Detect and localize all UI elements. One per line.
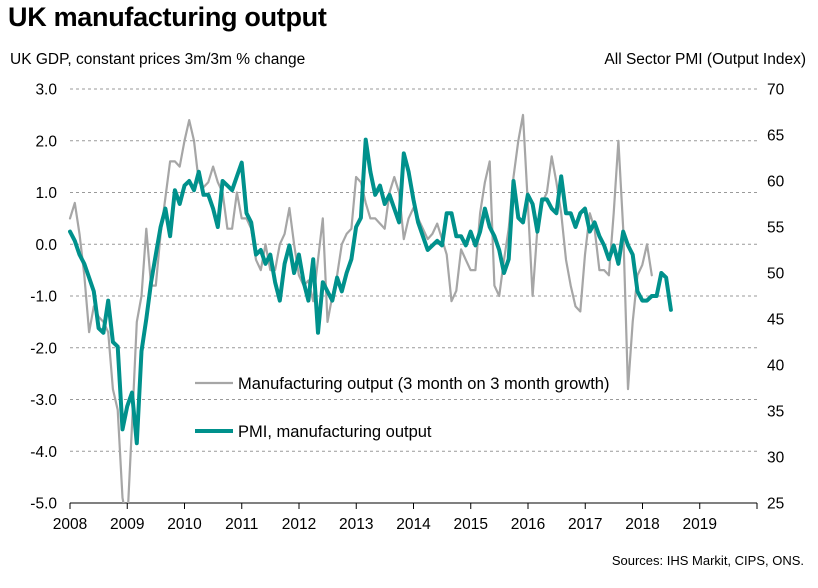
legend-label-output: Manufacturing output (3 month on 3 month… xyxy=(238,375,609,393)
chart-title: UK manufacturing output xyxy=(8,2,327,32)
manufacturing-output-series-line xyxy=(68,113,653,503)
x-tick-label: 2014 xyxy=(396,516,431,533)
left-axis-title: UK GDP, constant prices 3m/3m % change xyxy=(10,51,306,68)
source-note: Sources: IHS Markit, CIPS, ONS. xyxy=(611,553,804,568)
y-left-tick-label: -1.0 xyxy=(30,289,57,306)
y-left-tick-label: 3.0 xyxy=(35,82,57,99)
y-right-tick-label: 25 xyxy=(767,496,784,513)
y-left-tick-label: 1.0 xyxy=(35,185,57,202)
x-tick-label: 2009 xyxy=(110,516,144,533)
x-tick-label: 2010 xyxy=(167,516,202,533)
x-tick-label: 2017 xyxy=(568,516,602,533)
y-left-tick-label: 2.0 xyxy=(35,133,57,150)
y-left-tick-label: -3.0 xyxy=(30,392,57,409)
tick-labels: 3.0 2.0 1.0 0.0 -1.0 -2.0 -3.0 -4.0 -5.0 70 65 60 55… xyxy=(30,82,784,534)
y-right-tick-label: 30 xyxy=(767,450,785,467)
y-right-tick-label: 65 xyxy=(767,128,784,145)
y-left-tick-label: 0.0 xyxy=(35,237,57,254)
x-tick-label: 2019 xyxy=(683,516,717,533)
y-left-tick-label: -4.0 xyxy=(30,444,57,461)
y-right-tick-label: 60 xyxy=(767,174,785,191)
right-axis-title: All Sector PMI (Output Index) xyxy=(604,51,806,68)
x-tick-label: 2018 xyxy=(625,516,659,533)
y-right-tick-label: 55 xyxy=(767,220,784,237)
y-right-tick-label: 45 xyxy=(767,312,784,329)
legend: Manufacturing output (3 month on 3 month… xyxy=(195,375,609,441)
x-tick-label: 2011 xyxy=(225,516,258,533)
x-tick-label: 2013 xyxy=(339,516,373,533)
y-right-tick-label: 40 xyxy=(767,358,785,375)
pmi-series-line xyxy=(68,137,673,446)
y-left-tick-label: -5.0 xyxy=(30,496,57,513)
y-left-tick-label: -2.0 xyxy=(30,340,57,357)
y-right-tick-label: 70 xyxy=(767,82,785,99)
x-tick-label: 2008 xyxy=(53,516,87,533)
y-right-tick-label: 35 xyxy=(767,404,784,421)
y-right-tick-label: 50 xyxy=(767,266,785,283)
x-tick-label: 2016 xyxy=(511,516,545,533)
series-lines xyxy=(68,113,673,503)
x-tick-label: 2012 xyxy=(282,516,316,533)
legend-label-pmi: PMI, manufacturing output xyxy=(238,423,432,441)
x-tick-label: 2015 xyxy=(454,516,488,533)
gridlines xyxy=(69,88,758,509)
